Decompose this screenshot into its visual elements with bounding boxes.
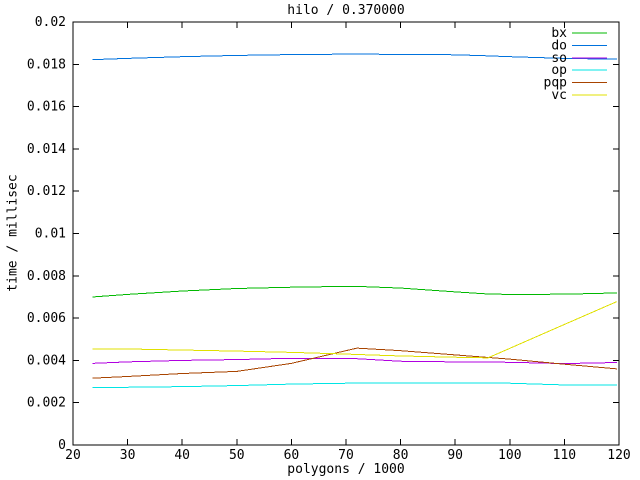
x-tick-label: 60 bbox=[284, 448, 300, 463]
legend-label-so: so bbox=[551, 51, 567, 66]
series-line-bx bbox=[92, 285, 617, 298]
x-tick-label: 100 bbox=[498, 448, 521, 463]
x-tick-label: 110 bbox=[553, 448, 576, 463]
x-tick-label: 120 bbox=[607, 448, 630, 463]
x-tick-label: 70 bbox=[338, 448, 354, 463]
x-tick-label: 20 bbox=[65, 448, 81, 463]
legend-label-bx: bx bbox=[551, 26, 567, 41]
legend-label-op: op bbox=[551, 63, 567, 78]
y-tick-label: 0.018 bbox=[27, 57, 66, 72]
x-tick-label: 80 bbox=[393, 448, 409, 463]
x-tick-label: 40 bbox=[174, 448, 190, 463]
y-tick-label: 0.004 bbox=[27, 353, 66, 368]
chart-title: hilo / 0.370000 bbox=[287, 3, 405, 18]
x-axis-label: polygons / 1000 bbox=[287, 462, 405, 477]
y-tick-label: 0.008 bbox=[27, 269, 66, 284]
y-tick-label: 0.01 bbox=[35, 227, 66, 242]
y-tick-label: 0.016 bbox=[27, 100, 66, 115]
y-tick-label: 0.02 bbox=[35, 15, 66, 30]
series-line-vc bbox=[92, 301, 618, 359]
y-tick-label: 0.012 bbox=[27, 184, 66, 199]
x-tick-label: 90 bbox=[447, 448, 463, 463]
y-tick-label: 0.014 bbox=[27, 142, 66, 157]
y-tick-label: 0.006 bbox=[27, 311, 66, 326]
legend-label-do: do bbox=[551, 38, 567, 53]
legend-label-pqp: pqp bbox=[544, 76, 568, 91]
series-line-pqp bbox=[92, 347, 617, 379]
x-tick-label: 30 bbox=[120, 448, 136, 463]
series-line-op bbox=[92, 382, 617, 388]
legend-label-vc: vc bbox=[551, 88, 567, 103]
series-line-do bbox=[92, 53, 617, 61]
y-tick-label: 0.002 bbox=[27, 396, 66, 411]
series-line-so bbox=[92, 357, 617, 365]
y-tick-label: 0 bbox=[58, 438, 66, 453]
x-tick-label: 50 bbox=[229, 448, 245, 463]
plot-border bbox=[72, 21, 620, 446]
